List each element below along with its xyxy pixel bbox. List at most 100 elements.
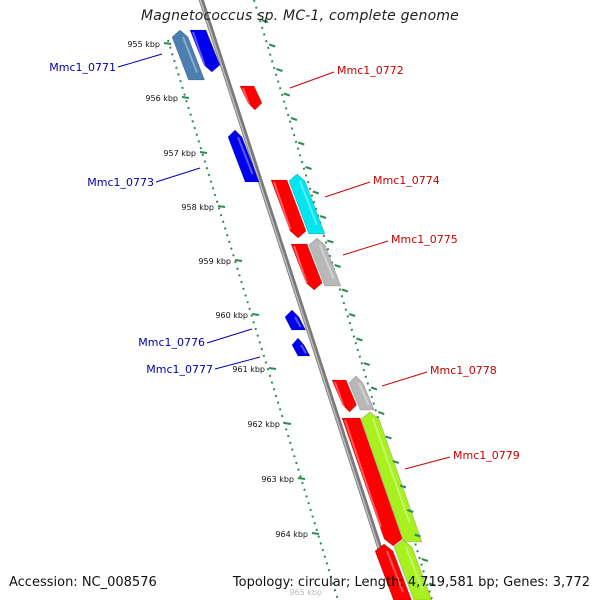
gene-label-leader	[342, 240, 389, 256]
gene-label-leader	[381, 371, 428, 387]
genome-backbone-highlight	[199, 0, 397, 600]
gene-arrow[interactable]	[291, 337, 311, 357]
outer-minor-tick	[283, 92, 291, 97]
kbp-tick-mark	[163, 42, 172, 45]
outer-minor-tick	[297, 141, 305, 146]
gene-arrow[interactable]	[239, 85, 263, 111]
kbp-tick-label: 960 kbp	[215, 311, 248, 320]
gene-label[interactable]: Mmc1_0774	[373, 174, 440, 187]
gene-arrow-shine	[299, 180, 318, 226]
gene-label-leader	[324, 181, 371, 198]
outer-minor-tick	[406, 509, 414, 513]
outer-minor-tick	[370, 386, 378, 391]
gene-label-leader	[155, 167, 201, 183]
gene-arrow-shine	[273, 181, 292, 230]
gene-arrow[interactable]	[374, 543, 412, 600]
kbp-tick-label: 961 kbp	[232, 365, 265, 374]
kbp-tick-mark	[311, 532, 320, 535]
outer-minor-tick	[414, 533, 421, 538]
outer-minor-tick	[319, 215, 327, 219]
kbp-tick-mark	[297, 477, 306, 480]
gene-arrow-shine	[386, 550, 404, 592]
gene-arrow-shine	[358, 382, 370, 406]
gene-arrow-shine	[242, 87, 251, 107]
gene-arrow[interactable]	[360, 411, 423, 543]
kbp-tick-mark	[251, 313, 260, 316]
kbp-tick-label: 957 kbp	[163, 149, 196, 158]
gene-arrow-shine	[344, 419, 382, 528]
genome-title: Magnetococcus sp. MC-1, complete genome	[141, 8, 459, 24]
gene-label-leader	[117, 53, 163, 68]
gene-label-leader	[289, 71, 335, 89]
gene-label[interactable]: Mmc1_0775	[391, 233, 458, 246]
gene-arrow[interactable]	[284, 309, 307, 331]
gene-label[interactable]: Mmc1_0773	[87, 176, 154, 189]
outer-minor-tick	[290, 117, 298, 121]
gene-arrow-shine	[300, 344, 307, 354]
gene-arrow-shine	[182, 36, 198, 73]
outer-minor-tick	[385, 435, 392, 440]
gene-arrow-shine	[237, 136, 254, 175]
gene-label[interactable]: Mmc1_0772	[337, 64, 404, 77]
kbp-tick-label: 955 kbp	[127, 40, 160, 49]
gene-arrow[interactable]	[348, 375, 375, 411]
gene-label[interactable]: Mmc1_0771	[49, 61, 116, 74]
gene-label-leader	[214, 356, 261, 370]
kbp-tick-mark	[217, 205, 226, 208]
gene-arrow-shine	[372, 418, 411, 523]
outer-minor-tick	[428, 582, 436, 587]
outer-minor-tick	[348, 313, 356, 317]
gene-arrow-shine	[192, 31, 206, 67]
outer-minor-tick	[363, 362, 371, 366]
outer-minor-tick	[399, 484, 407, 489]
genome-stats-text: Topology: circular; Length: 4,719,581 bp…	[232, 575, 590, 590]
outer-minor-tick	[268, 43, 276, 48]
gene-arrow[interactable]	[331, 379, 357, 413]
outer-minor-tick	[261, 19, 269, 23]
outer-minor-tick	[421, 558, 429, 562]
gene-arrow[interactable]	[171, 29, 205, 81]
kbp-tick-mark	[234, 259, 243, 262]
accession-text: Accession: NC_008576	[9, 575, 157, 590]
gene-arrow[interactable]	[189, 29, 221, 73]
gene-label-leader	[404, 456, 451, 470]
kbp-tick-mark	[283, 422, 292, 425]
outer-minor-tick	[334, 264, 341, 268]
gene-label[interactable]: Mmc1_0778	[430, 364, 497, 377]
outer-minor-tick	[392, 460, 400, 464]
gene-label[interactable]: Mmc1_0776	[138, 336, 205, 349]
gene-arrow-shine	[319, 244, 335, 280]
genome-backbone	[198, 0, 400, 600]
kbp-tick-label: 962 kbp	[247, 420, 280, 429]
gene-arrow[interactable]	[308, 237, 342, 287]
kbp-tick-label-faint: 965 kbp	[289, 588, 322, 597]
gene-arrow[interactable]	[290, 243, 323, 291]
inner-guide-line	[167, 39, 339, 600]
gene-label-leader	[206, 328, 253, 344]
gene-arrow[interactable]	[393, 539, 433, 600]
gene-label[interactable]: Mmc1_0777	[146, 363, 213, 376]
gene-arrow[interactable]	[270, 179, 307, 239]
gene-arrow[interactable]	[341, 417, 403, 547]
kbp-tick-mark	[268, 367, 277, 370]
gene-arrow-shine	[294, 316, 302, 328]
outer-minor-tick	[377, 411, 385, 415]
gene-arrow-shine	[334, 381, 345, 408]
outer-minor-tick	[327, 239, 334, 244]
kbp-tick-mark	[181, 96, 190, 99]
gene-arrow-shine	[405, 546, 424, 592]
outer-minor-tick	[356, 337, 363, 342]
gene-arrow-shine	[293, 245, 308, 284]
gene-label[interactable]: Mmc1_0779	[453, 449, 520, 462]
outer-minor-tick	[341, 288, 349, 293]
kbp-tick-label: 959 kbp	[198, 257, 231, 266]
outer-minor-tick	[276, 68, 283, 72]
kbp-tick-label: 964 kbp	[275, 530, 308, 539]
outer-minor-tick	[312, 190, 320, 195]
kbp-tick-label: 956 kbp	[145, 94, 178, 103]
kbp-tick-label: 963 kbp	[261, 475, 294, 484]
kbp-tick-label: 958 kbp	[181, 203, 214, 212]
gene-arrow[interactable]	[227, 129, 260, 183]
gene-arrow[interactable]	[288, 173, 326, 235]
